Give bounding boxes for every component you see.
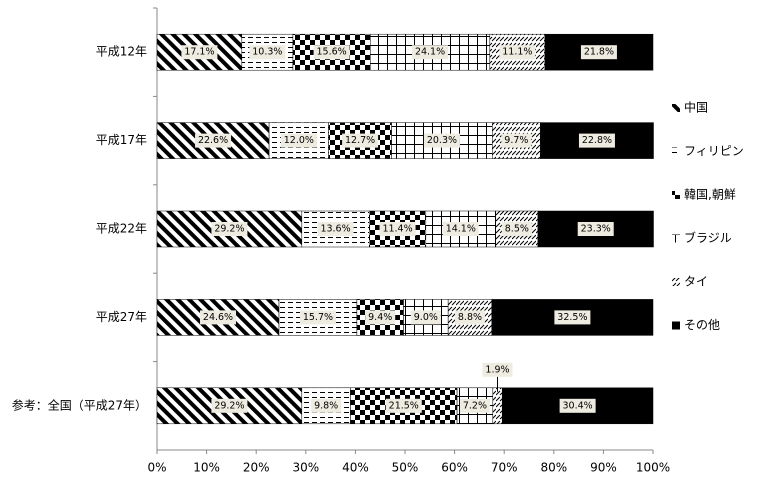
value-label-box xyxy=(342,133,379,148)
value-label: 29.2% xyxy=(214,400,244,411)
value-label: 8.8% xyxy=(458,312,482,323)
value-label-box xyxy=(280,133,317,148)
value-label-box xyxy=(559,398,596,413)
x-tick-label: 100% xyxy=(636,461,670,475)
y-tick-label: 平成12年 xyxy=(96,45,147,59)
value-label: 13.6% xyxy=(320,224,350,235)
value-label-box xyxy=(249,45,286,60)
bar-segment xyxy=(492,387,503,425)
value-label: 7.2% xyxy=(463,400,487,411)
value-label: 24.6% xyxy=(203,312,233,323)
legend-label: フィリピン xyxy=(684,144,744,158)
value-label: 8.5% xyxy=(505,224,529,235)
value-label-box xyxy=(211,222,248,236)
legend-label: ブラジル xyxy=(684,230,732,245)
value-label: 9.4% xyxy=(368,312,392,323)
value-label: 22.8% xyxy=(582,135,612,146)
value-label-box xyxy=(501,133,532,148)
y-tick-label: 平成22年 xyxy=(96,222,147,236)
x-tick-label: 10% xyxy=(193,461,220,475)
value-label: 15.6% xyxy=(316,47,346,58)
value-label-box xyxy=(578,133,615,148)
y-tick-label: 参考：全国（平成27年） xyxy=(12,397,147,412)
value-label-box xyxy=(577,222,614,236)
value-label: 29.2% xyxy=(214,224,244,235)
value-label-box xyxy=(385,398,422,413)
value-label: 9.8% xyxy=(314,400,338,411)
x-tick-label: 0% xyxy=(147,461,166,475)
legend-swatch xyxy=(672,104,680,112)
value-label: 20.3% xyxy=(427,135,457,146)
value-label-box xyxy=(200,310,237,325)
x-tick-label: 50% xyxy=(392,461,419,475)
value-label-box xyxy=(410,310,441,325)
y-tick-label: 平成17年 xyxy=(96,133,147,147)
x-tick-label: 70% xyxy=(491,461,518,475)
value-label-box xyxy=(499,45,536,60)
legend-label: タイ xyxy=(684,275,708,289)
legend-swatch xyxy=(672,147,680,156)
value-label: 10.3% xyxy=(252,47,282,58)
x-tick-label: 20% xyxy=(243,461,270,475)
value-label: 21.8% xyxy=(584,47,614,58)
value-label-box xyxy=(580,45,617,60)
value-label: 11.4% xyxy=(382,224,412,235)
value-label: 12.0% xyxy=(284,135,314,146)
value-label: 21.5% xyxy=(389,400,419,411)
value-label-box xyxy=(442,222,479,236)
value-label-box xyxy=(313,45,350,60)
value-label-box xyxy=(482,362,513,377)
value-label: 11.1% xyxy=(502,47,532,58)
value-label-box xyxy=(365,310,396,325)
value-label: 22.6% xyxy=(198,135,228,146)
legend-label: 中国 xyxy=(684,100,708,115)
value-label: 1.9% xyxy=(485,364,509,375)
legend-swatch xyxy=(672,321,680,330)
value-label-box xyxy=(211,398,248,413)
value-label-box xyxy=(311,398,342,413)
value-label-box xyxy=(459,398,490,413)
value-label-box xyxy=(379,222,416,236)
value-label: 14.1% xyxy=(446,224,476,235)
y-tick-label: 平成27年 xyxy=(96,310,147,324)
x-tick-label: 30% xyxy=(292,461,319,475)
x-tick-label: 90% xyxy=(590,461,617,475)
value-label: 30.4% xyxy=(563,400,593,411)
value-label: 23.3% xyxy=(581,224,611,235)
legend-swatch xyxy=(672,234,680,243)
x-tick-label: 40% xyxy=(342,461,369,475)
legend-swatch xyxy=(672,191,680,199)
value-label: 9.0% xyxy=(414,312,438,323)
value-label-box xyxy=(317,222,354,236)
value-label-box xyxy=(195,133,232,148)
value-label-box xyxy=(454,310,485,325)
value-label: 12.7% xyxy=(345,135,375,146)
value-label-box xyxy=(299,310,336,325)
value-label: 32.5% xyxy=(557,312,587,323)
legend-label: 韓国,朝鮮 xyxy=(684,188,736,202)
value-label-box xyxy=(181,45,218,60)
value-label: 17.1% xyxy=(184,47,214,58)
x-tick-label: 60% xyxy=(441,461,468,475)
x-tick-label: 80% xyxy=(540,461,567,475)
legend-swatch xyxy=(672,278,680,286)
legend-label: その他 xyxy=(684,318,720,332)
value-label: 15.7% xyxy=(303,312,333,323)
value-label-box xyxy=(554,310,591,325)
value-label-box xyxy=(423,133,460,148)
value-label: 24.1% xyxy=(415,47,445,58)
value-label: 9.7% xyxy=(504,135,528,146)
value-label-box xyxy=(501,222,532,236)
value-label-box xyxy=(412,45,449,60)
